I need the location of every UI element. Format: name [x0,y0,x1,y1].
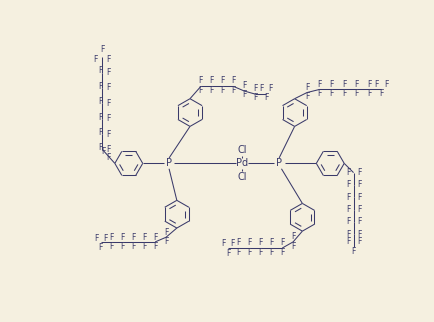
Text: F: F [98,113,102,122]
Text: F: F [98,144,102,153]
Text: F: F [345,230,349,239]
Text: F: F [252,84,256,93]
Text: F: F [142,242,146,251]
Text: F: F [345,180,349,189]
Text: F: F [269,248,273,257]
Text: F: F [354,89,358,98]
Text: P: P [166,158,172,168]
Text: F: F [241,81,246,90]
Text: F: F [220,239,225,248]
Text: F: F [109,233,114,242]
Text: F: F [378,89,383,98]
Text: F: F [259,84,263,93]
Text: F: F [105,99,110,108]
Text: F: F [105,55,110,64]
Text: F: F [142,233,146,242]
Text: F: F [356,237,360,246]
Text: F: F [356,193,360,202]
Text: F: F [220,77,224,85]
Text: F: F [98,82,102,91]
Text: F: F [366,80,370,89]
Text: F: F [345,217,349,226]
Text: F: F [103,233,108,242]
Text: F: F [354,80,358,89]
Text: F: F [356,168,360,177]
Text: F: F [356,180,360,189]
Text: F: F [220,86,224,95]
Text: F: F [106,153,111,162]
Text: F: F [225,249,230,258]
Text: F: F [356,205,360,214]
Text: F: F [345,237,349,246]
Text: F: F [269,238,273,247]
Text: F: F [366,89,370,98]
Text: F: F [316,89,321,98]
Text: F: F [241,90,246,99]
Text: P: P [276,158,282,168]
Text: F: F [356,230,360,239]
Text: F: F [374,80,378,89]
Text: F: F [153,242,157,251]
Text: F: F [290,242,295,251]
Text: F: F [263,93,267,102]
Text: F: F [329,80,333,89]
Text: F: F [345,168,349,177]
Text: F: F [247,248,251,257]
Text: F: F [164,228,168,237]
Text: F: F [345,205,349,214]
Text: F: F [316,80,321,89]
Text: F: F [236,238,240,247]
Text: F: F [341,89,345,98]
Text: F: F [93,55,97,64]
Text: F: F [105,68,110,77]
Text: F: F [252,93,256,102]
Text: F: F [258,248,262,257]
Text: F: F [268,84,272,93]
Text: F: F [105,83,110,92]
Text: F: F [304,92,309,101]
Text: Cl: Cl [237,172,246,182]
Text: F: F [258,238,262,247]
Text: F: F [279,238,284,247]
Text: F: F [351,247,355,256]
Text: F: F [105,145,110,154]
Text: F: F [383,80,388,89]
Text: F: F [345,193,349,202]
Text: F: F [230,239,234,248]
Text: F: F [98,128,102,137]
Text: F: F [105,114,110,123]
Text: F: F [290,232,295,241]
Text: F: F [198,86,203,95]
Text: F: F [236,248,240,257]
Text: F: F [329,89,333,98]
Text: F: F [356,217,360,226]
Text: F: F [109,242,114,251]
Text: F: F [105,130,110,138]
Text: F: F [120,242,125,251]
Text: Cl: Cl [237,145,246,155]
Text: F: F [209,77,214,85]
Text: F: F [231,86,235,95]
Text: F: F [341,80,345,89]
Text: F: F [131,233,135,242]
Text: F: F [164,237,168,246]
Text: F: F [98,97,102,106]
Text: F: F [99,243,103,252]
Text: F: F [247,238,251,247]
Text: F: F [209,86,214,95]
Text: F: F [100,45,104,54]
Text: F: F [279,248,284,257]
Text: F: F [98,66,102,75]
Text: F: F [231,77,235,85]
Text: F: F [131,242,135,251]
Text: F: F [120,233,125,242]
Text: F: F [101,147,105,156]
Text: Pd: Pd [235,158,247,168]
Text: F: F [304,83,309,92]
Text: F: F [153,233,157,242]
Text: F: F [94,233,98,242]
Text: F: F [198,77,203,85]
